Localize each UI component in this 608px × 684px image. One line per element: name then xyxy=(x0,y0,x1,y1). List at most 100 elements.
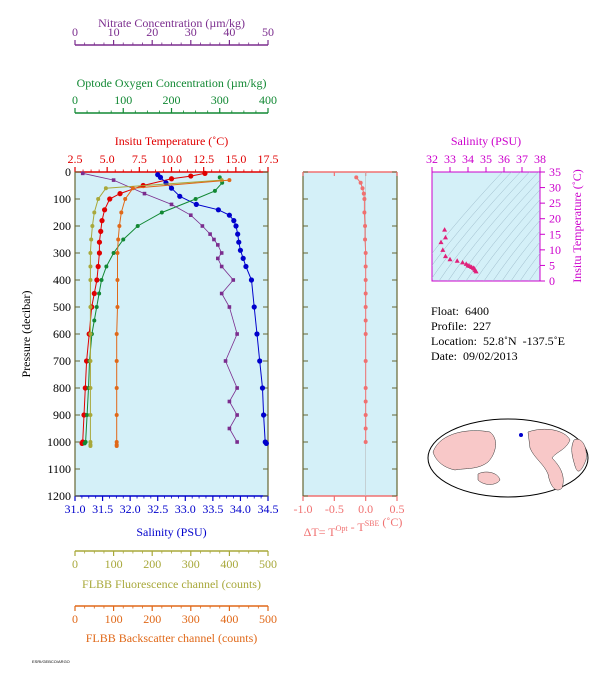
nitrate-series-line xyxy=(82,172,238,443)
salinity-point xyxy=(236,239,242,245)
ts-density-contour xyxy=(510,241,540,281)
fluorescence-point xyxy=(88,332,93,336)
delta-t-point xyxy=(363,426,368,431)
fluorescence-point xyxy=(89,237,94,242)
temperature-tick-label: 7.5 xyxy=(132,152,147,166)
profile-panel: 0 10 20 30 40 50 Nitrate Concentration (µm/kg)… xyxy=(19,16,279,645)
ts-point xyxy=(443,234,448,240)
backscatter-point xyxy=(123,197,128,201)
backscatter-point xyxy=(114,359,119,363)
pressure-tick-label: 400 xyxy=(53,273,71,287)
temperature-axis-title: Insitu Temperature (˚C) xyxy=(115,134,229,148)
oxygen-point xyxy=(104,264,109,269)
oxygen-tick-label: 200 xyxy=(163,93,181,107)
backscatter-point xyxy=(116,237,121,242)
temperature-point xyxy=(96,250,103,256)
backscatter-point xyxy=(114,413,119,417)
delta-t-point xyxy=(363,224,368,228)
ts-point xyxy=(440,247,446,252)
float-info: Float: 6400 Profile: 227 Location: 52.8˚… xyxy=(431,304,565,364)
oxygen-point xyxy=(111,251,116,255)
nitrate-tick-label: 10 xyxy=(108,25,120,39)
oxygen-point xyxy=(97,291,102,296)
pressure-tick-label: 800 xyxy=(53,381,71,395)
pressure-tick-label: 1100 xyxy=(47,462,71,476)
map-land-europe-africa xyxy=(571,438,587,472)
ts-salinity-tick-label: 38 xyxy=(534,152,546,166)
nitrate-point xyxy=(235,332,239,336)
salinity-point xyxy=(215,207,221,213)
ts-density-contour xyxy=(432,172,521,279)
oxygen-point xyxy=(121,237,126,242)
salinity-point xyxy=(235,231,241,237)
nitrate-tick-label: 20 xyxy=(146,25,158,39)
backscatter-point xyxy=(114,386,119,390)
temperature-point xyxy=(107,196,113,202)
salinity-point xyxy=(168,185,175,191)
delta-t-point xyxy=(363,237,368,242)
delta-t-point xyxy=(363,359,368,363)
pressure-tick-label: 600 xyxy=(53,327,71,341)
nitrate-point xyxy=(216,243,220,247)
oxygen-point xyxy=(159,210,164,215)
delta-t-point xyxy=(358,180,363,185)
salinity-point xyxy=(263,440,269,446)
oxygen-point xyxy=(94,305,99,309)
ts-density-contour xyxy=(447,172,539,281)
oxygen-point xyxy=(92,318,97,323)
fluorescence-tick-label: 300 xyxy=(182,557,200,571)
backscatter-point xyxy=(115,305,120,309)
nitrate-point xyxy=(219,251,224,255)
backscatter-tick-label: 200 xyxy=(143,612,161,626)
temperature-point xyxy=(91,290,97,297)
ts-salinity-tick-label: 36 xyxy=(498,152,510,166)
delta-t-point xyxy=(362,197,367,201)
delta-t-point xyxy=(363,264,368,269)
backscatter-point xyxy=(115,251,120,255)
ts-density-contour xyxy=(492,219,540,281)
fluorescence-point xyxy=(96,197,101,201)
ts-salinity-tick-label: 37 xyxy=(516,152,528,166)
fluorescence-point xyxy=(88,413,93,417)
map-land-australia xyxy=(477,471,501,485)
nitrate-point xyxy=(169,202,174,207)
ts-salinity-tick-label: 33 xyxy=(444,152,456,166)
ts-density-contour xyxy=(432,172,503,254)
ts-salinity-tick-label: 34 xyxy=(462,152,474,166)
oxygen-point xyxy=(193,197,198,201)
temperature-point xyxy=(98,228,104,234)
ts-point xyxy=(460,259,466,265)
fluorescence-point xyxy=(88,444,93,449)
temperature-point xyxy=(96,239,103,245)
nitrate-point xyxy=(227,305,232,309)
nitrate-point xyxy=(216,256,220,261)
oxygen-point xyxy=(135,224,140,228)
nitrate-point xyxy=(235,440,239,444)
nitrate-point xyxy=(227,399,232,404)
temperature-tick-label: 15.0 xyxy=(225,152,246,166)
temperature-tick-label: 10.0 xyxy=(161,152,182,166)
delta-t-point xyxy=(363,251,368,255)
nitrate-point xyxy=(235,413,239,417)
ts-density-contour xyxy=(528,264,540,281)
salinity-point xyxy=(157,174,164,180)
nitrate-point xyxy=(80,171,85,176)
ts-temperature-axis-title: Insitu Temperature (˚C) xyxy=(570,169,584,283)
temperature-point xyxy=(117,191,123,197)
nitrate-point xyxy=(208,232,212,236)
ts-temperature-tick-label: 15 xyxy=(549,227,561,241)
backscatter-tick-label: 0 xyxy=(72,612,78,626)
delta-t-tick-label: -0.5 xyxy=(325,502,344,516)
ts-temperature-tick-label: 35 xyxy=(549,165,561,179)
fluorescence-point xyxy=(88,305,93,309)
nitrate-point xyxy=(227,426,232,431)
nitrate-point xyxy=(189,213,193,217)
salinity-tick-label: 31.5 xyxy=(92,502,113,516)
delta-t-point xyxy=(363,318,368,323)
pressure-tick-label: 1000 xyxy=(47,435,71,449)
fluorescence-point xyxy=(88,264,93,269)
fluorescence-point xyxy=(88,251,93,255)
ts-plot-area xyxy=(431,171,541,282)
salinity-tick-label: 34.0 xyxy=(230,502,251,516)
